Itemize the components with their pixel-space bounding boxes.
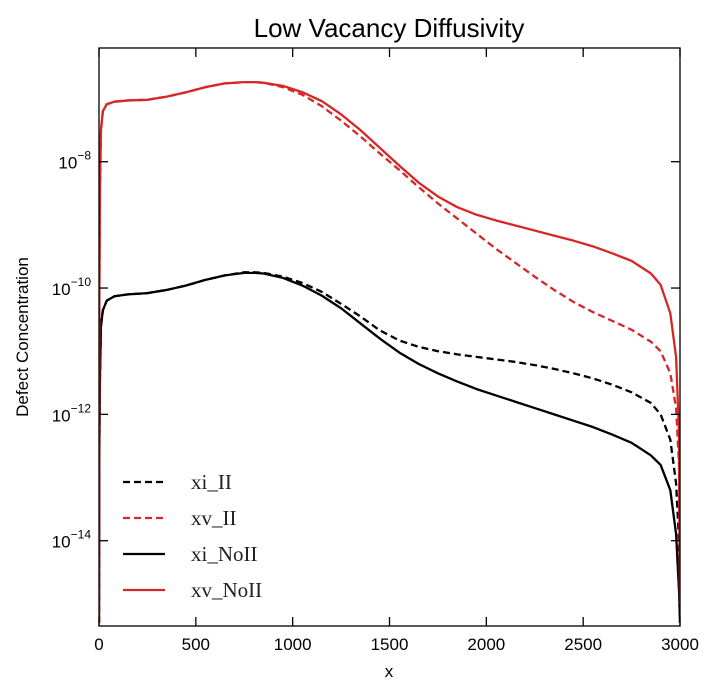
y-tick-label: 10−10 [52, 275, 92, 299]
y-tick-label: 10−8 [58, 149, 91, 173]
series-line-xi-ii [99, 271, 680, 623]
x-tick-label: 0 [94, 635, 103, 654]
legend-label: xv_II [191, 506, 237, 530]
series-layer [99, 80, 680, 623]
x-tick-label: 3000 [661, 635, 699, 654]
legend-label: xv_NoII [191, 578, 262, 602]
x-tick-label: 2500 [564, 635, 602, 654]
x-axis-label: x [385, 662, 394, 681]
chart-title: Low Vacancy Diffusivity [254, 13, 525, 43]
x-tick-label: 1500 [371, 635, 409, 654]
x-tick-label: 1000 [274, 635, 312, 654]
y-tick-label: 10−14 [52, 528, 92, 552]
legend-label: xi_II [191, 470, 232, 494]
series-line-xv-noii [99, 80, 680, 623]
y-tick-label: 10−12 [52, 401, 92, 425]
series-line-xi-noii [99, 271, 680, 623]
plot-frame [98, 47, 681, 627]
legend-label: xi_NoII [191, 542, 258, 566]
y-axis-ticks: 10−8 10−10 10−12 10−14 [52, 149, 680, 552]
series-line-xv-ii [99, 80, 680, 623]
x-tick-label: 2000 [467, 635, 505, 654]
x-tick-label: 500 [182, 635, 210, 654]
plot-area: 0 500 1000 1500 2000 2500 3000 10−810−1010−121… [52, 47, 699, 654]
x-axis-ticks: 0 500 1000 1500 2000 2500 3000 [94, 48, 699, 654]
y-axis-label: Defect Concentration [13, 257, 32, 417]
legend: xi_II xv_II xi_NoII xv_NoII [123, 470, 262, 602]
